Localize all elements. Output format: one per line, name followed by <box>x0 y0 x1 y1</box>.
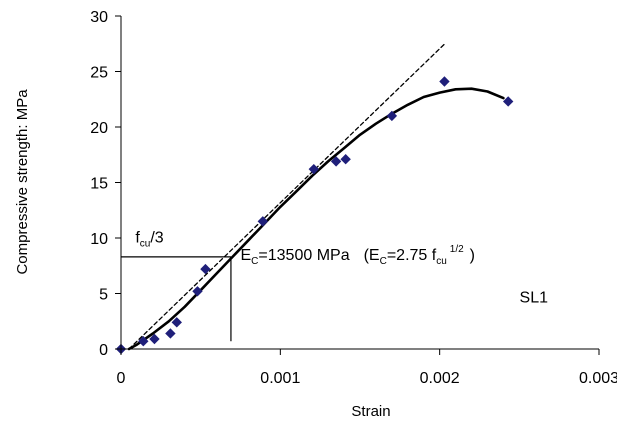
ec-value: =13500 MPa <box>258 247 349 264</box>
data-point <box>165 328 176 339</box>
ec-e1: E <box>241 247 252 264</box>
specimen-label: SL1 <box>520 289 549 306</box>
data-point <box>330 156 342 167</box>
ec-c1: C <box>251 256 258 267</box>
y-tick-label: 10 <box>90 231 108 248</box>
data-point <box>386 110 398 122</box>
fcu-rest: /3 <box>150 229 163 246</box>
data-point <box>340 153 351 165</box>
ec-paren-open: ( <box>364 247 370 264</box>
tangent-dashed-line <box>128 41 447 350</box>
fcu-third-label: fcu/3 <box>135 229 163 249</box>
reference-lines <box>121 256 232 342</box>
ec-cu: cu <box>436 256 447 267</box>
modulus-label: EC=13500 MPa (EC=2.75 fcu1/2) <box>241 244 476 267</box>
data-point <box>308 163 319 175</box>
data-point <box>439 76 450 87</box>
y-axis-title: Compressive strength: MPa <box>14 89 31 275</box>
ticks: 0 5 10 15 20 25 30 0 0.001 0.002 0.003 <box>90 9 617 387</box>
x-axis-title: Strain <box>351 403 390 420</box>
curves <box>127 41 505 351</box>
ec-paren-close: ) <box>470 247 475 264</box>
y-tick-label: 5 <box>99 287 108 304</box>
annotations: fcu/3 EC=13500 MPa (EC=2.75 fcu1/2) SL1 <box>135 229 548 306</box>
fcu-subscript: cu <box>140 238 151 249</box>
ec-c2: C <box>380 256 387 267</box>
x-tick-label: 0.003 <box>579 370 617 387</box>
data-point <box>257 216 269 227</box>
data-point <box>171 317 182 328</box>
y-tick-label: 20 <box>90 120 108 137</box>
x-tick-label: 0.001 <box>260 370 300 387</box>
x-tick-label: 0 <box>117 370 126 387</box>
data-point <box>502 96 514 107</box>
fitted-curve <box>127 87 505 351</box>
data-point <box>192 286 203 297</box>
y-tick-label: 25 <box>90 65 108 82</box>
data-markers <box>115 76 514 355</box>
ec-superscript: 1/2 <box>450 244 464 255</box>
y-tick-label: 15 <box>90 176 108 193</box>
data-point <box>200 263 211 275</box>
fcu-base: f <box>135 229 140 246</box>
x-tick-label: 0.002 <box>420 370 460 387</box>
data-point <box>138 336 149 347</box>
data-point <box>149 333 160 345</box>
ec-value2: =2.75 f <box>387 247 437 264</box>
y-tick-label: 30 <box>90 9 108 26</box>
ec-e2: E <box>369 247 380 264</box>
y-tick-label: 0 <box>99 342 108 359</box>
